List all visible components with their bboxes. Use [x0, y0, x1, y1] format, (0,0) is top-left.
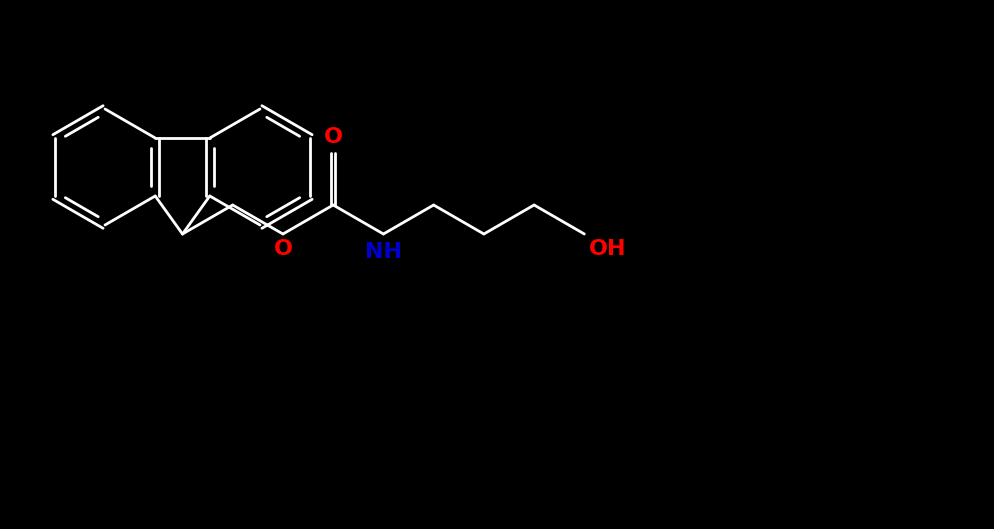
Text: OH: OH [588, 239, 626, 259]
Text: O: O [273, 239, 292, 259]
Text: NH: NH [365, 242, 402, 262]
Text: O: O [323, 127, 342, 147]
